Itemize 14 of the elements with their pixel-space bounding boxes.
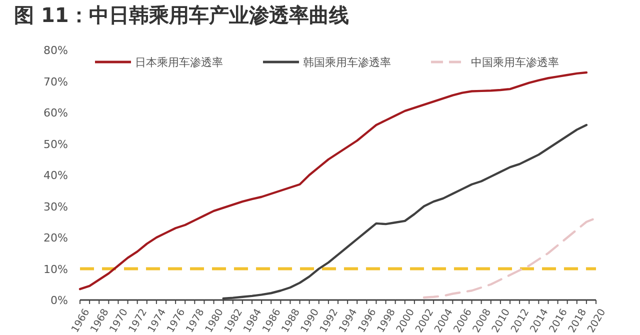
- line-series: [78, 71, 588, 290]
- y-tick-label: 40%: [44, 169, 68, 182]
- legend-label: 日本乘用车渗透率: [135, 56, 223, 69]
- chart-title: 图 11：中日韩乘用车产业渗透率曲线: [14, 3, 349, 27]
- y-tick-label: 50%: [44, 138, 68, 151]
- y-tick-label: 0%: [50, 294, 68, 307]
- legend-label: 中国乘用车渗透率: [471, 56, 559, 69]
- y-tick-label: 80%: [44, 44, 68, 57]
- y-tick-label: 10%: [44, 262, 68, 276]
- y-tick-label: 70%: [44, 75, 68, 88]
- y-tick-label: 20%: [44, 232, 68, 244]
- y-tick-label: 30%: [44, 200, 68, 214]
- legend-label: 韩国乘用车渗透率: [303, 56, 391, 69]
- y-tick-label: 60%: [44, 106, 68, 120]
